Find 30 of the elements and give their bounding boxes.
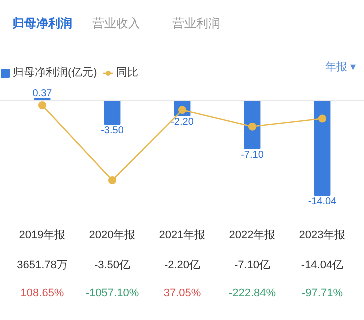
data-label: 37.05%	[164, 288, 202, 300]
data-label: -2.20	[171, 116, 194, 128]
text: 归母净利润	[12, 16, 72, 30]
x-tick-label: 2021年报	[159, 230, 206, 242]
x-tick-label: 2023年报	[299, 230, 346, 242]
text: 年报 ▾	[325, 62, 357, 74]
data-label: -97.71%	[302, 288, 344, 300]
point	[248, 122, 256, 131]
text: 营业收入	[92, 16, 140, 30]
text: -3.50亿	[94, 260, 131, 272]
legend-label: 归母净利润(亿元)	[13, 66, 98, 80]
text: 3651.78万	[17, 260, 68, 272]
point	[38, 102, 46, 110]
data-label: -3.50	[101, 126, 124, 137]
data-label: 0.37	[32, 88, 53, 100]
data-label: -222.84%	[228, 288, 276, 300]
text: -7.10亿	[234, 260, 271, 272]
point	[108, 176, 116, 184]
x-tick-label: 2022年报	[229, 230, 276, 242]
text: 营业利润	[172, 16, 220, 30]
text: -14.04亿	[301, 260, 344, 272]
data-label: -14.04	[308, 196, 338, 208]
legend-label: 同比	[116, 66, 138, 80]
data-label: -1057.10%	[86, 288, 140, 300]
text: -2.20亿	[164, 260, 201, 272]
data-label: 108.65%	[20, 288, 64, 300]
data-label: -7.10	[241, 150, 264, 161]
x-tick-label: 2019年报	[19, 230, 66, 242]
point	[318, 114, 326, 123]
x-tick-label: 2020年报	[89, 230, 136, 242]
